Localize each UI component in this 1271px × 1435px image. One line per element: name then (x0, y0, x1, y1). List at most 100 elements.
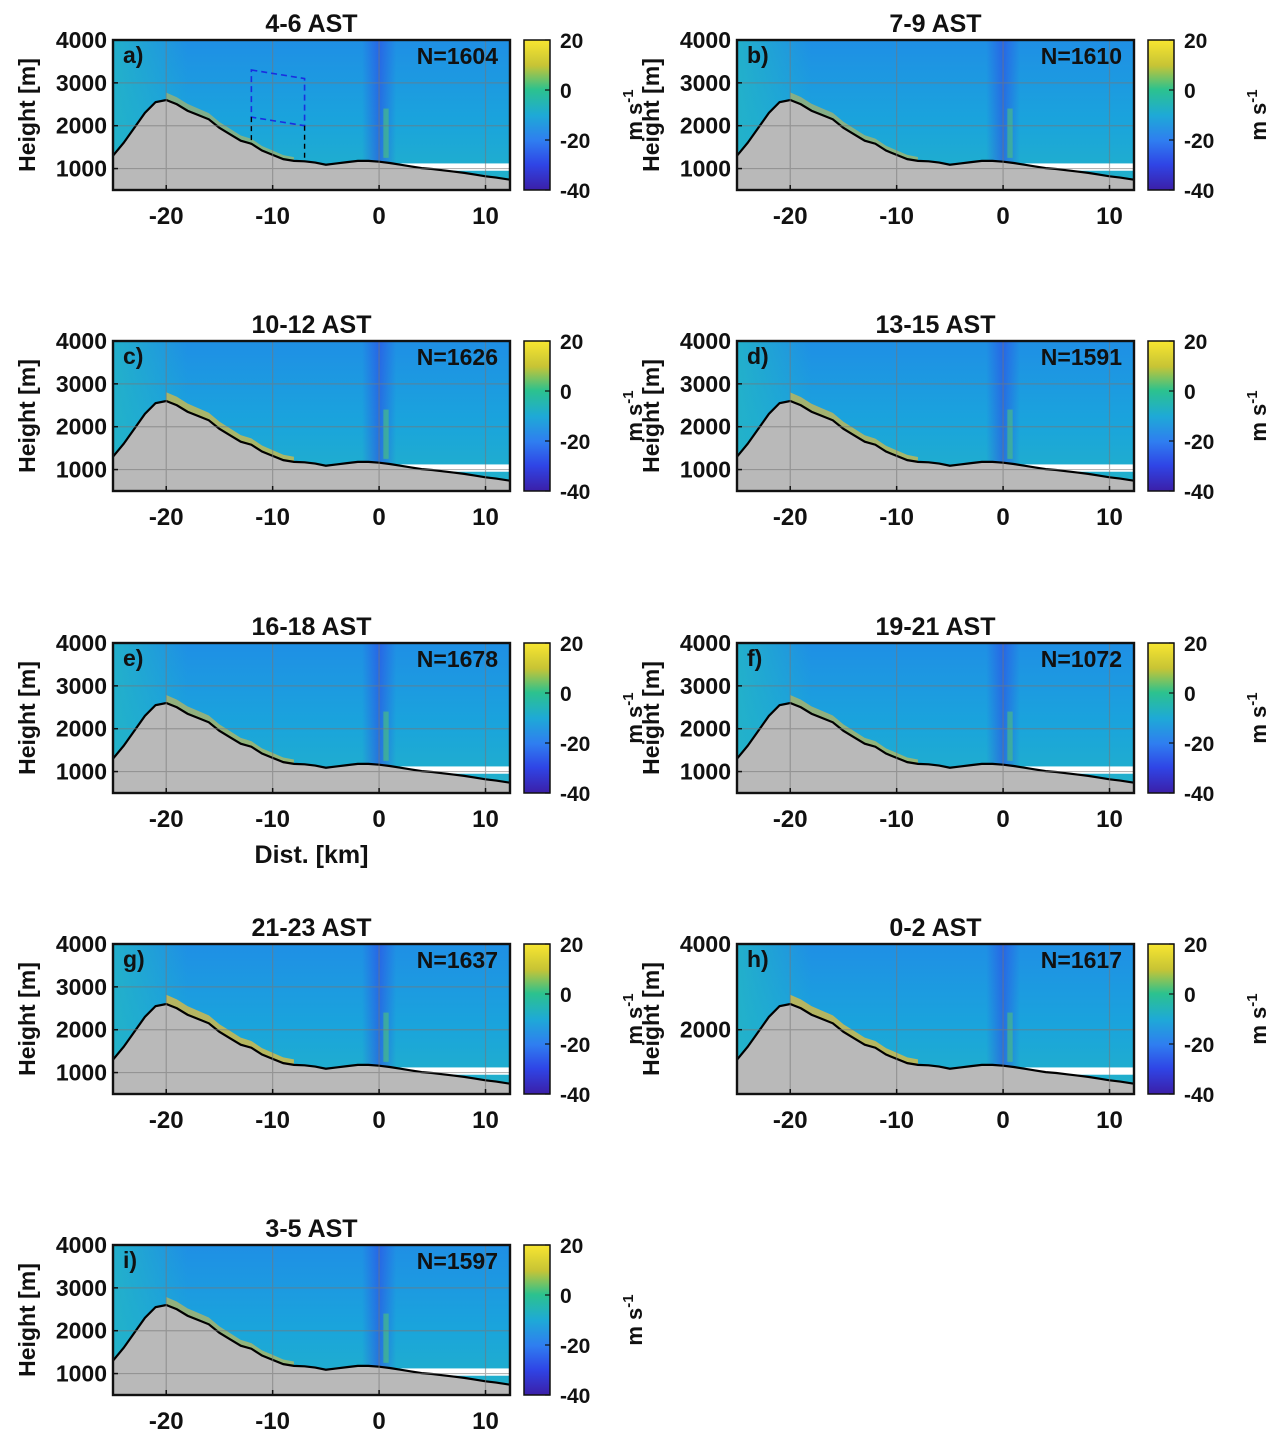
y-axis-label: Height [m] (638, 58, 664, 172)
colorbar (523, 642, 551, 794)
x-tick-label: -20 (149, 1408, 184, 1435)
y-tick-label: 4000 (680, 630, 731, 656)
panel-letter: c) (123, 343, 143, 369)
x-tick-label: -10 (255, 203, 290, 230)
colorbar-unit-main: m s (622, 1308, 647, 1346)
y-axis-label: Height [m] (14, 962, 40, 1076)
radar-spike (1007, 1012, 1013, 1062)
no-data-strip (1003, 163, 1134, 171)
colorbar-tick-label: -40 (1184, 1084, 1214, 1107)
panel-letter: i) (123, 1247, 137, 1273)
colorbar-tick-label: 0 (1184, 984, 1196, 1007)
radar-spike (383, 108, 389, 158)
panel-letter: f) (747, 645, 762, 671)
y-tick-label: 3000 (680, 371, 731, 397)
terrain-line (113, 701, 510, 784)
sample-count: N=1626 (417, 344, 498, 370)
colorbar-tick-label: 0 (560, 984, 572, 1007)
downslope-layer (166, 695, 294, 764)
x-tick-label: 0 (372, 1408, 385, 1435)
colorbar-tick-label: -20 (1184, 130, 1214, 153)
x-tick-label: -10 (255, 1107, 290, 1134)
x-tick-label: -10 (255, 1408, 290, 1435)
y-axis-label: Height [m] (638, 359, 664, 473)
sample-count: N=1072 (1041, 646, 1122, 672)
colorbar-unit-main: m s (1246, 1007, 1271, 1045)
x-tick-label: 0 (372, 1107, 385, 1134)
y-tick-label: 1000 (56, 1361, 107, 1387)
sample-count: N=1591 (1041, 344, 1122, 370)
x-tick-label: -20 (773, 1107, 808, 1134)
downslope-layer (790, 392, 918, 462)
x-tick-label: -10 (879, 203, 914, 230)
panel-title: 4-6 AST (265, 10, 357, 38)
x-tick-label: 10 (1096, 806, 1123, 833)
panel-title: 7-9 AST (889, 10, 981, 38)
y-tick-label: 2000 (56, 414, 107, 440)
no-data-strip (379, 163, 510, 171)
y-tick-label: 1000 (56, 759, 107, 785)
y-tick-label: 3000 (56, 673, 107, 699)
colorbar-tick-label: 0 (560, 1285, 572, 1308)
colorbar-tick-label: 0 (1184, 381, 1196, 404)
x-tick-label: 10 (472, 1107, 499, 1134)
x-tick-label: -10 (255, 504, 290, 531)
colorbar-tick-label: 20 (1184, 633, 1207, 656)
colorbar-tick-label: 0 (1184, 683, 1196, 706)
sample-count: N=1597 (417, 1248, 498, 1274)
y-tick-label: 4000 (680, 27, 731, 53)
x-tick-label: -10 (879, 806, 914, 833)
plot-frame (735, 942, 1136, 1096)
x-tick-label: -20 (149, 1107, 184, 1134)
y-tick-label: 1000 (680, 156, 731, 182)
y-tick-label: 1000 (680, 759, 731, 785)
plot-frame (735, 641, 1136, 795)
x-tick-label: 10 (472, 203, 499, 230)
colorbar-unit-main: m s (622, 103, 647, 141)
colorbar-unit-label: m s-1 (1244, 89, 1271, 140)
colorbar-tick-label: 20 (560, 633, 583, 656)
downslope-layer (790, 92, 918, 161)
y-tick-label: 2000 (56, 716, 107, 742)
x-tick-label: 0 (996, 806, 1009, 833)
x-tick-label: -20 (149, 203, 184, 230)
colorbar-tick-label: -40 (560, 1385, 590, 1408)
colorbar-tick-label: -40 (560, 1084, 590, 1107)
colorbar-unit-label: m s-1 (620, 692, 647, 743)
x-axis-label: Dist. [km] (255, 841, 369, 869)
colorbar-tick-label: -40 (560, 783, 590, 806)
terrain-line (737, 701, 1134, 784)
plot-frame (111, 942, 512, 1096)
colorbar-tick-label: -20 (1184, 1034, 1214, 1057)
no-data-strip (379, 1067, 510, 1075)
colorbar-unit-exponent: -1 (620, 1294, 637, 1307)
colorbar-unit-label: m s-1 (620, 390, 647, 441)
terrain-line (113, 399, 510, 482)
radar-spike (383, 1313, 389, 1363)
no-data-strip (379, 464, 510, 472)
y-axis-label: Height [m] (14, 359, 40, 473)
y-tick-label: 1000 (56, 156, 107, 182)
x-tick-label: -10 (879, 504, 914, 531)
colorbar-unit-exponent: -1 (620, 89, 637, 102)
radar-spike (1007, 409, 1013, 459)
terrain-line (113, 1002, 510, 1085)
plot-frame (111, 1243, 512, 1397)
colorbar-unit-exponent: -1 (620, 993, 637, 1006)
colorbar-unit-main: m s (622, 1007, 647, 1045)
colorbar-tick-label: -20 (560, 1034, 590, 1057)
y-axis-label: Height [m] (14, 661, 40, 775)
x-tick-label: -10 (879, 1107, 914, 1134)
colorbar-tick-label: -20 (560, 1335, 590, 1358)
colorbar-tick-label: -40 (1184, 481, 1214, 504)
colorbar (1147, 340, 1175, 492)
y-tick-label: 2000 (56, 1017, 107, 1043)
sample-count: N=1678 (417, 646, 498, 672)
colorbar-tick-label: 20 (1184, 30, 1207, 53)
y-tick-label: 2000 (680, 716, 731, 742)
radar-spike (383, 409, 389, 459)
